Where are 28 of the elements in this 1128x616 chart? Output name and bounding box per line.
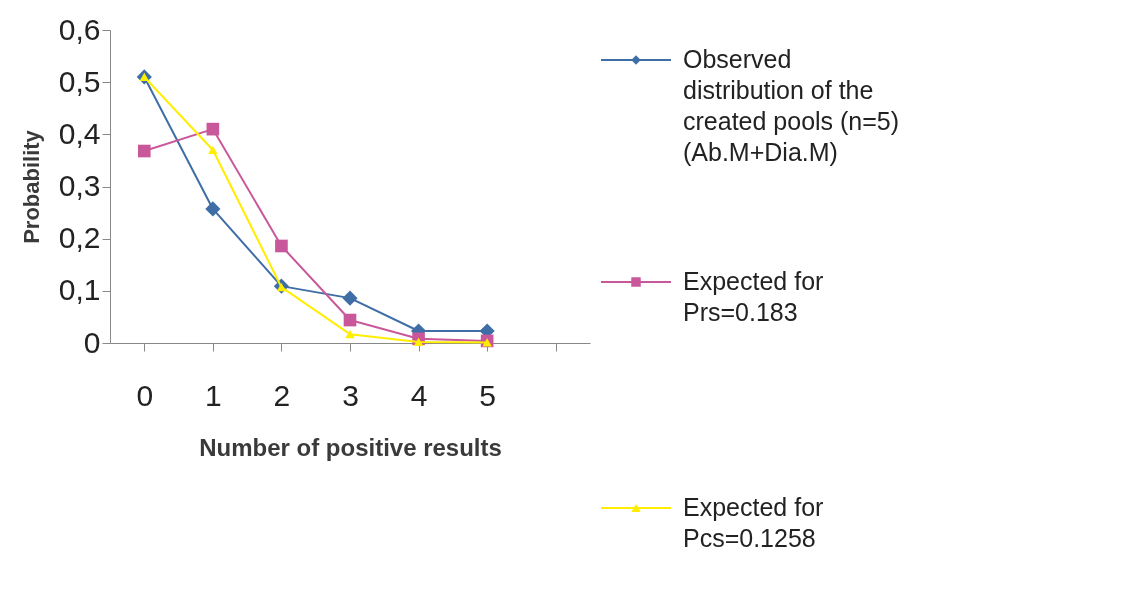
x-tick-label: 5: [479, 378, 496, 412]
y-tick-label: 0,5: [58, 64, 101, 98]
legend-label: Expected for Prs=0.183: [683, 267, 824, 326]
y-tick-label: 0,3: [58, 169, 101, 202]
point: [413, 337, 424, 347]
point: [482, 338, 492, 347]
y-tick-label: 0,2: [58, 221, 101, 255]
x-tick-label: 2: [273, 378, 291, 412]
y-tick-label: 0,4: [58, 116, 101, 150]
point: [345, 330, 355, 339]
point: [208, 145, 218, 155]
x-axis-title: Number of positive results: [199, 433, 502, 461]
point: [275, 239, 288, 253]
legend-label: Observed distribution of the created pools (n=5) (Ab.M+Dia.M): [683, 45, 900, 166]
x-tick-label: 3: [342, 378, 359, 412]
y-tick-label: 0,1: [58, 273, 101, 307]
x-tick-label: 4: [410, 378, 428, 412]
point: [342, 290, 358, 306]
point: [205, 201, 221, 217]
legend-label: Expected for Pcs=0.1258: [683, 493, 824, 552]
y-tick-label: 0: [83, 325, 101, 359]
x-tick-label: 1: [205, 378, 222, 412]
point: [343, 313, 357, 327]
point: [206, 122, 220, 136]
y-tick-label: 0,6: [58, 12, 101, 46]
x-tick-label: 0: [136, 378, 154, 412]
point: [137, 144, 151, 158]
y-axis-title: Probability: [18, 129, 44, 244]
